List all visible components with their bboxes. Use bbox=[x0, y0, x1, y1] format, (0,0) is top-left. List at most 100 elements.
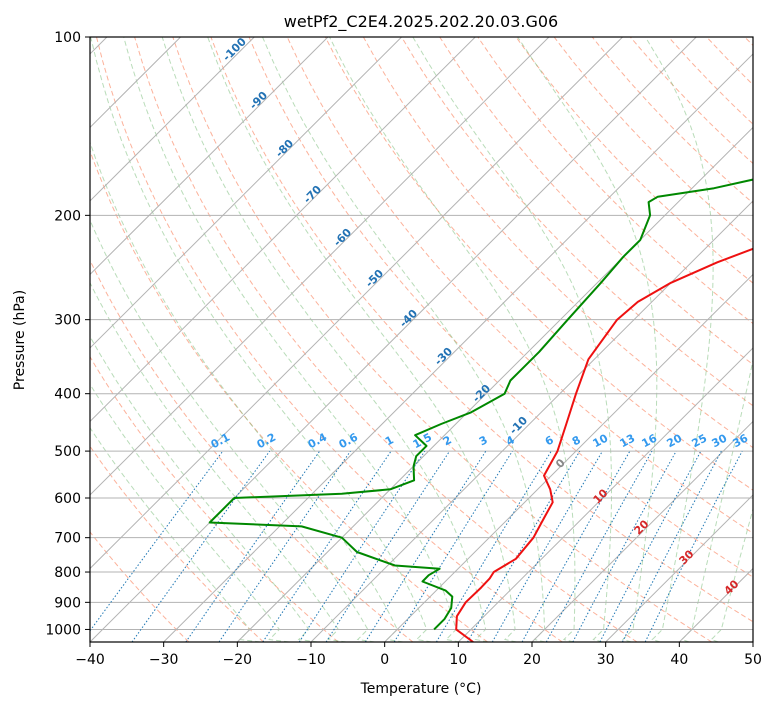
chart-title: wetPf2_C2E4.2025.202.20.03.G06 bbox=[284, 12, 558, 32]
mixing-ratio-line bbox=[491, 450, 603, 642]
isotherm-line bbox=[752, 641, 753, 642]
dry-adiabat-line bbox=[96, 37, 563, 642]
moist-adiabat-line bbox=[90, 335, 318, 642]
mixing-ratio-label: 2 bbox=[441, 433, 454, 448]
mixing-ratio-line bbox=[599, 450, 702, 642]
mixing-ratio-line bbox=[185, 450, 321, 642]
dry-adiabat-line bbox=[134, 37, 638, 642]
y-tick-label: 500 bbox=[54, 444, 81, 460]
y-axis-label: Pressure (hPa) bbox=[12, 290, 28, 390]
mixing-ratio-line bbox=[621, 450, 722, 642]
isotherm-line bbox=[90, 37, 697, 642]
moist-adiabat-line bbox=[90, 281, 347, 642]
mixing-ratio-label: 0.6 bbox=[337, 430, 361, 451]
isotherm-line bbox=[531, 420, 753, 642]
dry-adiabat-label: -40 bbox=[397, 307, 420, 330]
dry-adiabat-line bbox=[90, 355, 339, 642]
dry-adiabat-label: -90 bbox=[247, 89, 270, 112]
mixing-ratio-label: 36 bbox=[731, 431, 751, 450]
isotherm-line bbox=[90, 37, 255, 202]
moist-adiabat-line bbox=[412, 37, 612, 642]
moist-adiabat-line bbox=[90, 37, 432, 642]
isotherm-line bbox=[90, 37, 550, 496]
y-tick-label: 600 bbox=[54, 491, 81, 507]
plot-frame bbox=[89, 36, 754, 643]
mixing-ratio-label: 0.4 bbox=[306, 430, 330, 451]
isotherm-line bbox=[90, 37, 623, 570]
background-lines bbox=[90, 37, 753, 642]
mixing-ratio-label: 25 bbox=[690, 432, 710, 451]
x-tick-label: −20 bbox=[223, 652, 253, 668]
isotherm-line bbox=[678, 567, 753, 642]
y-tick-label: 700 bbox=[54, 531, 81, 547]
moist-adiabat-line bbox=[90, 426, 261, 642]
dry-adiabat-line bbox=[90, 259, 414, 642]
x-tick-label: −40 bbox=[75, 652, 105, 668]
mixing-ratio-label: 0.1 bbox=[209, 431, 232, 452]
background-line-labels: -100-90-80-70-60-50-40-30-20-100.1 0.2 0.4… bbox=[209, 35, 751, 598]
mixing-ratio-line bbox=[262, 450, 392, 642]
x-tick-label: −30 bbox=[149, 652, 179, 668]
moist-adiabat-line bbox=[517, 37, 658, 642]
y-tick-label: 800 bbox=[54, 565, 81, 581]
mixing-ratio-line bbox=[218, 450, 351, 642]
mixing-ratio-line bbox=[467, 450, 581, 642]
isotherm-line bbox=[236, 126, 753, 642]
moist-adiabat-line bbox=[123, 37, 460, 642]
temperature-line bbox=[455, 247, 753, 642]
dry-adiabat-label: -70 bbox=[301, 183, 324, 206]
dry-adiabat-line bbox=[210, 37, 753, 623]
isotherm-line bbox=[384, 273, 753, 642]
x-tick-label: 0 bbox=[380, 652, 389, 668]
x-tick-label: 20 bbox=[523, 652, 541, 668]
isotherm-line bbox=[605, 494, 753, 642]
moist-adiabat-line bbox=[680, 357, 753, 642]
mixing-ratio-label: 16 bbox=[640, 431, 660, 450]
y-tick-label: 1000 bbox=[45, 622, 81, 638]
dry-adiabat-line bbox=[706, 37, 753, 86]
x-tick-label: −10 bbox=[296, 652, 326, 668]
dry-adiabat-label: -100 bbox=[220, 35, 249, 64]
y-tick-label: 400 bbox=[54, 387, 81, 403]
mixing-ratio-line bbox=[393, 450, 513, 642]
isotherm-line bbox=[90, 37, 476, 423]
mixing-ratio-label: 10 bbox=[591, 431, 611, 450]
y-tick-label: 900 bbox=[54, 595, 81, 611]
mixing-ratio-line bbox=[644, 450, 743, 642]
mixing-ratio-label: 30 bbox=[710, 431, 730, 450]
moist-adiabat-line bbox=[644, 37, 714, 642]
dry-adiabat-line bbox=[439, 37, 753, 366]
isotherm-line bbox=[90, 37, 402, 349]
moist-adiabat-line bbox=[90, 140, 404, 642]
dry-adiabat-label: -30 bbox=[432, 345, 455, 368]
y-tick-label: 100 bbox=[54, 30, 81, 46]
dewpoint-line bbox=[208, 178, 753, 631]
isotherm-line bbox=[457, 347, 753, 642]
dry-adiabat-label: -80 bbox=[273, 137, 296, 160]
dry-adiabat-line bbox=[90, 149, 488, 642]
moist-adiabat-line bbox=[90, 383, 290, 642]
dry-adiabat-label: -50 bbox=[363, 267, 386, 290]
mixing-ratio-line bbox=[521, 450, 631, 642]
profile-series bbox=[208, 178, 753, 642]
mixing-ratio-line bbox=[131, 450, 271, 642]
dry-adiabat-line bbox=[362, 37, 753, 449]
moist-adiabat-label: 40 bbox=[722, 577, 742, 597]
mixing-ratio-label: 20 bbox=[665, 431, 685, 450]
dry-adiabat-line bbox=[515, 37, 753, 284]
moist-adiabat-line bbox=[329, 37, 576, 642]
x-tick-label: 10 bbox=[449, 652, 467, 668]
mixing-ratio-line bbox=[572, 450, 677, 642]
dry-adiabat-label: -60 bbox=[331, 226, 354, 249]
mixing-ratio-label: 1 bbox=[383, 433, 396, 448]
mixing-ratio-line bbox=[364, 450, 487, 642]
mixing-ratio-label: 0.2 bbox=[255, 431, 278, 452]
mixing-ratio-label: 3 bbox=[477, 433, 490, 448]
mixing-ratio-label: 6 bbox=[543, 433, 556, 448]
isotherm-line bbox=[90, 37, 329, 276]
dry-adiabat-line bbox=[553, 37, 753, 244]
dry-adiabat-line bbox=[90, 445, 264, 642]
mixing-ratio-label: 13 bbox=[618, 432, 638, 451]
moist-adiabat-line bbox=[161, 37, 489, 642]
y-tick-label: 200 bbox=[54, 208, 81, 224]
